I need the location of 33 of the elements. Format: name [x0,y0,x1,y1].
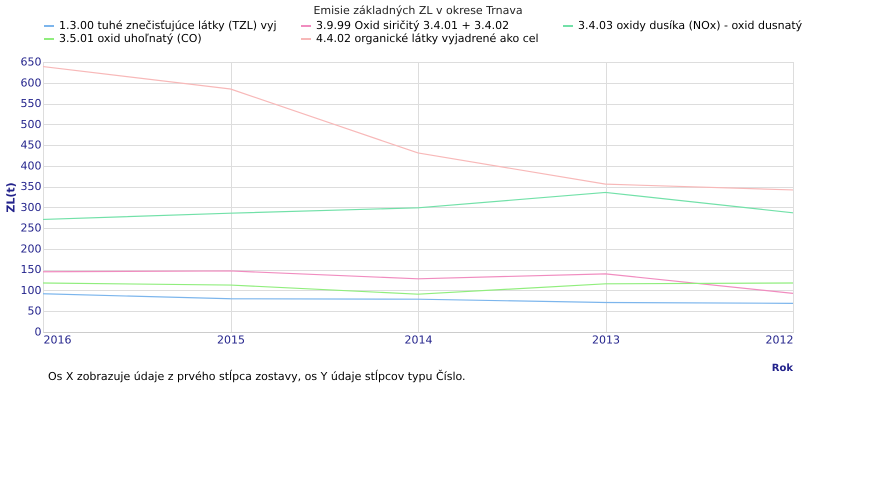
y-tick-label: 50 [28,304,42,318]
y-tick-label: 500 [20,118,42,131]
line-series [42,192,794,220]
y-tick-label: 350 [20,180,42,194]
line-series [42,293,794,304]
x-tick-label: 2013 [592,334,620,346]
x-tick-label: 2012 [766,334,794,346]
x-tick-label: 2016 [44,334,72,346]
line-series [42,66,794,191]
chart-title: Emisie základných ZL v okrese Trnava [313,4,523,17]
legend-label: 3.9.99 Oxid siričitý 3.4.01 + 3.4.02 [316,19,510,32]
y-axis-title: ZL(t) [4,182,18,213]
legend-label: 3.4.03 oxidy dusíka (NOx) - oxid dusnatý [578,19,803,32]
text: Os X zobrazuje údaje z prvého stĺpca zostavy, os Y údaje stĺpcov typu Číslo. [48,369,466,383]
y-tick-label: 400 [20,159,42,172]
y-tick-label: 550 [20,97,42,110]
y-tick-label: 600 [20,76,42,90]
y-tick-label: 250 [20,222,42,235]
y-tick-label: 200 [20,242,42,256]
line-series [42,282,794,295]
y-tick-label: 150 [20,263,42,276]
y-tick-label: 300 [20,200,42,214]
x-tick-label: 2015 [217,334,245,346]
y-tick-label: 0 [34,326,42,338]
legend-label: 4.4.02 organické látky vyjadrené ako cel [316,32,539,45]
y-tick-label: 100 [20,284,42,297]
x-axis-title: Rok [772,363,794,374]
y-tick-label: 650 [20,56,42,68]
line-series [42,270,794,294]
x-tick-label: 2014 [404,334,432,346]
legend-label: 3.5.01 oxid uhoľnatý (CO) [59,32,202,45]
y-tick-label: 450 [20,138,42,152]
legend-label: 1.3.00 tuhé znečisťujúce látky (TZL) vyj [59,19,277,32]
